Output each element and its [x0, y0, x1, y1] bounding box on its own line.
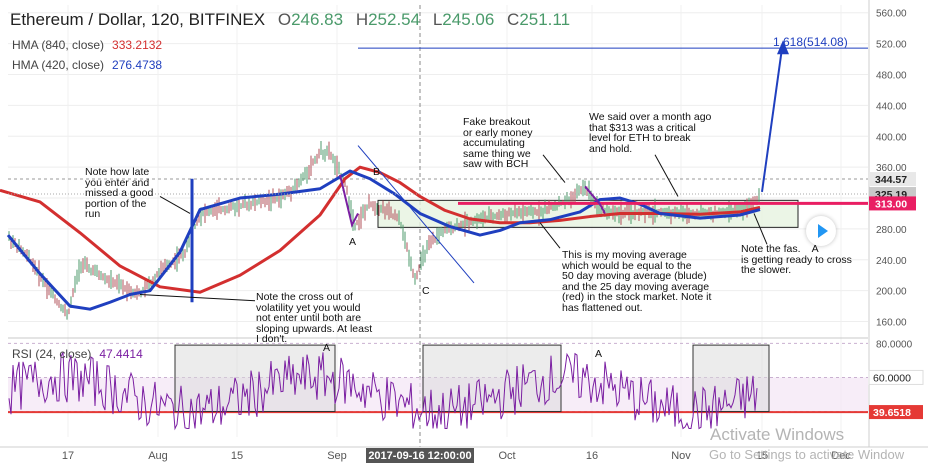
wave-drawing — [584, 185, 606, 214]
indicator-name: HMA (420, close) — [12, 58, 105, 72]
rsi-label-a-2: A — [595, 348, 603, 360]
watermark-subtitle: Go to Settings to activate Window — [709, 447, 905, 462]
time-tick-label: Nov — [671, 450, 691, 462]
crosshair-date-bg — [366, 448, 474, 463]
wave-drawing — [339, 174, 359, 228]
price-tag-344-bg — [869, 172, 916, 187]
indicator-value: 333.2132 — [112, 38, 163, 52]
annotation-pointer — [159, 196, 191, 214]
annotation-moving-average: This is my moving average which would be… — [562, 249, 712, 314]
hma-840-line — [0, 165, 761, 294]
indicator-name: HMA (840, close) — [12, 38, 105, 52]
indicator-name: RSI (24, close) — [12, 347, 92, 361]
time-tick-label: 17 — [62, 450, 74, 462]
rsi-box — [174, 344, 336, 412]
time-tick-label: 15 — [231, 450, 243, 462]
annotation-pointer — [753, 213, 768, 245]
symbol-title: Ethereum / Dollar, 120, BITFINEX — [10, 10, 266, 29]
time-tick-label: 16 — [586, 450, 598, 462]
annotation-fake-breakout: Fake breakout or early money accumulatin… — [463, 116, 533, 170]
wave-label-c: C — [422, 285, 430, 297]
rsi-box — [692, 344, 770, 412]
indicator-hma-420[interactable]: HMA (420, close) 276.4738 — [12, 58, 162, 72]
price-tick-label: 440.00 — [876, 101, 907, 112]
rsi-box — [422, 344, 562, 412]
price-tick-label: 400.00 — [876, 132, 907, 143]
annotation-pointer — [654, 154, 679, 197]
crosshair-date-label: 2017-09-16 12:00:00 — [368, 450, 471, 462]
annotation-late-entry: Note how late you enter and missed a goo… — [85, 166, 154, 220]
rsi-tag-level-bg — [869, 405, 923, 420]
annotation-fast-slow: Note the fas. A is getting ready to cros… — [741, 243, 852, 276]
high-label: H — [355, 10, 369, 29]
projection-arrowhead — [777, 40, 789, 55]
watermark-title: Activate Windows — [710, 425, 845, 444]
low-label: L — [432, 10, 443, 29]
price-tag-313-bg — [869, 196, 916, 211]
fib-target-label: 1.618(514.08) — [773, 35, 848, 49]
rsi-tick-label: 80.0000 — [876, 339, 913, 350]
time-tick-label: Aug — [148, 450, 168, 462]
wave-label-b: B — [373, 166, 381, 178]
annotation-critical-level: We said over a month ago that $313 was a… — [589, 111, 712, 155]
price-tag-313: 313.00 — [875, 198, 907, 210]
indicator-value: 47.4414 — [99, 347, 143, 361]
annotation-pointer — [542, 154, 566, 183]
time-tick-label: 15 — [756, 450, 768, 462]
price-tick-label: 560.00 — [876, 9, 907, 20]
price-tick-label: 280.00 — [876, 225, 907, 236]
rsi-label-a: A — [323, 342, 331, 354]
high-value: 252.54 — [368, 10, 421, 29]
open-value: 246.83 — [291, 10, 344, 29]
low-value: 245.06 — [442, 10, 495, 29]
close-value: 251.11 — [519, 10, 571, 29]
indicator-hma-840[interactable]: HMA (840, close) 333.2132 — [12, 38, 162, 52]
price-axis-bg — [869, 0, 928, 467]
indicator-rsi[interactable]: RSI (24, close) 47.4414 — [12, 347, 143, 361]
rsi-tag-level: 39.6518 — [873, 407, 911, 419]
time-tick-label: Dec — [831, 450, 851, 462]
annotation-pointer — [539, 222, 561, 249]
open-label: O — [277, 10, 292, 29]
close-label: C — [507, 10, 520, 29]
rsi-tag-60-bg — [868, 369, 924, 385]
price-tick-label: 240.00 — [876, 256, 907, 267]
annotation-pointer — [139, 294, 256, 302]
rsi-tag-60: 60.0000 — [873, 372, 911, 384]
rsi-panel — [8, 342, 868, 431]
price-tick-label: 520.00 — [876, 40, 907, 51]
price-tick-label: 160.00 — [876, 318, 907, 329]
projection-line — [761, 48, 783, 192]
play-button[interactable] — [806, 216, 836, 246]
time-tick-label: Sep — [327, 450, 347, 462]
time-tick-label: Oct — [498, 450, 515, 462]
rsi-line — [8, 352, 758, 431]
price-tick-label: 480.00 — [876, 70, 907, 81]
chart-header: Ethereum / Dollar, 120, BITFINEX O246.83… — [10, 10, 570, 30]
indicator-value: 276.4738 — [112, 58, 163, 72]
horizontal-levels — [8, 47, 868, 205]
trend-line — [357, 145, 475, 284]
price-tag-344: 344.57 — [875, 174, 907, 186]
drawing-lines — [139, 145, 768, 303]
price-tick-label: 360.00 — [876, 163, 907, 174]
wave-label-a: A — [349, 236, 357, 248]
price-bars — [8, 141, 760, 320]
price-tick-label: 200.00 — [876, 287, 907, 298]
annotation-cross-out: Note the cross out of volatility yet you… — [256, 291, 373, 345]
